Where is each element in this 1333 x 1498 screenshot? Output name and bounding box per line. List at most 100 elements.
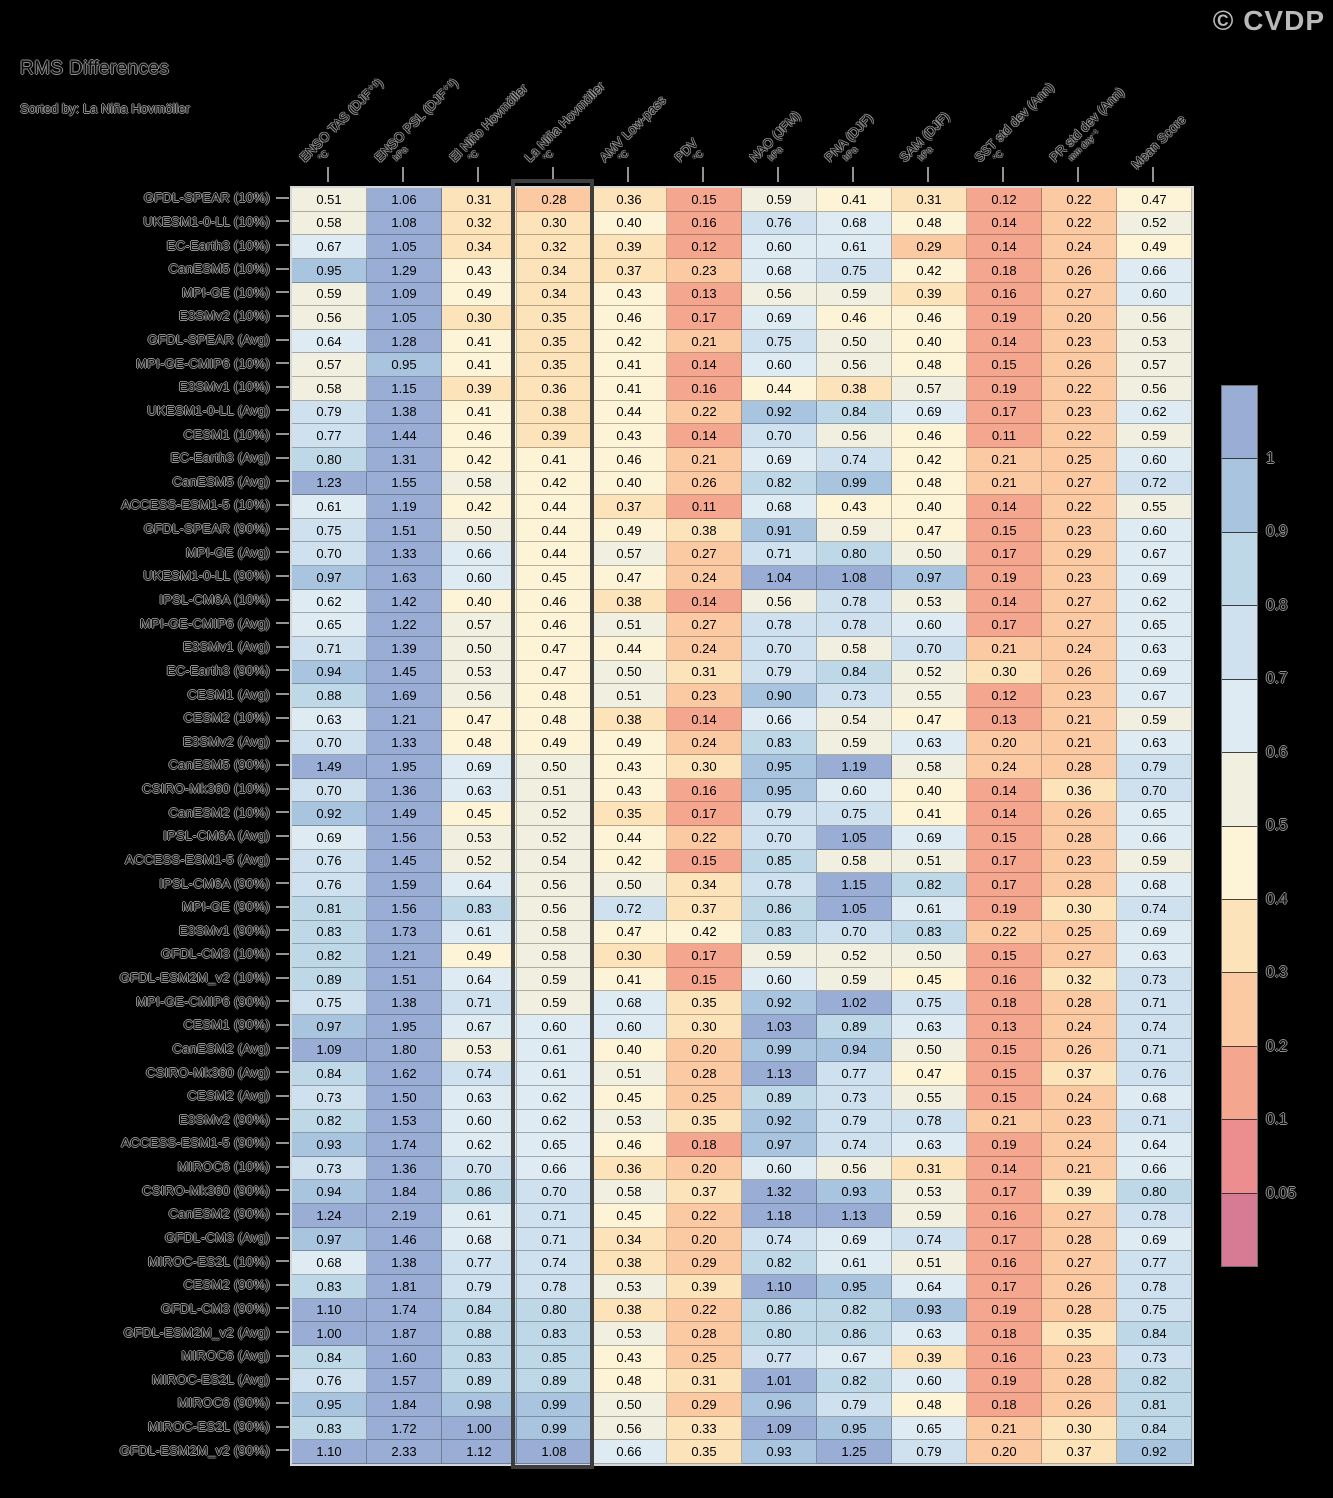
row-axis-tick: [276, 527, 289, 530]
heatmap-cell: 0.13: [967, 1015, 1042, 1039]
heatmap-cell: 0.66: [1117, 258, 1192, 283]
heatmap-cell: 0.27: [1042, 1251, 1117, 1275]
heatmap-cell: 0.68: [592, 991, 667, 1016]
heatmap-cell: 1.69: [367, 684, 442, 708]
heatmap-cell: 0.51: [517, 778, 592, 803]
heatmap-cell: 1.84: [367, 1180, 442, 1205]
heatmap-cell: 0.43: [592, 424, 667, 448]
heatmap-cell: 0.44: [517, 495, 592, 519]
heatmap-cell: 1.05: [817, 825, 892, 850]
heatmap-cell: 0.45: [892, 967, 967, 992]
heatmap-cell: 0.22: [1042, 495, 1117, 519]
heatmap-cell: 0.30: [1042, 1416, 1117, 1441]
heatmap-cell: 1.36: [367, 1156, 442, 1181]
heatmap-cell: 0.56: [517, 896, 592, 921]
row-axis-tick: [276, 669, 289, 672]
column-axis-tick: [326, 167, 329, 182]
heatmap-cell: 0.69: [817, 1227, 892, 1252]
heatmap-cell: 0.39: [442, 377, 517, 401]
heatmap-cell: 1.23: [292, 471, 367, 496]
heatmap-cell: 0.38: [592, 1251, 667, 1275]
heatmap-cell: 0.30: [442, 306, 517, 330]
heatmap-cell: 0.48: [892, 353, 967, 378]
heatmap-cell: 0.40: [592, 211, 667, 236]
heatmap-cell: 0.38: [817, 377, 892, 401]
heatmap-cell: 0.86: [817, 1322, 892, 1346]
heatmap-cell: 0.66: [517, 1156, 592, 1181]
heatmap-cell: 0.37: [1042, 1440, 1117, 1464]
heatmap-cell: 0.12: [967, 188, 1042, 212]
heatmap-cell: 0.24: [1042, 1133, 1117, 1157]
heatmap-cell: 0.42: [517, 471, 592, 496]
heatmap-cell: 0.84: [442, 1298, 517, 1323]
heatmap-cell: 0.15: [967, 1062, 1042, 1086]
heatmap-cell: 0.89: [292, 967, 367, 992]
heatmap-cell: 0.56: [592, 1416, 667, 1441]
heatmap-cell: 0.61: [442, 1204, 517, 1228]
heatmap-cell: 0.67: [442, 1015, 517, 1039]
heatmap-cell: 0.69: [892, 400, 967, 425]
heatmap-cell: 0.68: [817, 211, 892, 236]
column-axis-tick: [551, 167, 554, 182]
heatmap-cell: 0.21: [967, 447, 1042, 472]
heatmap-cell: 0.70: [892, 636, 967, 661]
heatmap-cell: 0.55: [1117, 495, 1192, 519]
column-axis-tick: [1151, 167, 1154, 182]
heatmap-cell: 0.38: [517, 400, 592, 425]
heatmap-cell: 0.46: [892, 424, 967, 448]
heatmap-cell: 0.69: [1117, 660, 1192, 685]
heatmap-cell: 0.46: [817, 306, 892, 330]
heatmap-cell: 0.50: [442, 636, 517, 661]
heatmap-cell: 0.50: [892, 542, 967, 567]
colorbar-segment: [1222, 459, 1257, 533]
heatmap-cell: 0.56: [742, 282, 817, 307]
heatmap-cell: 0.17: [667, 802, 742, 826]
row-label: E3SMv1 (Avg): [182, 639, 270, 655]
row-axis-tick: [276, 1449, 289, 1452]
heatmap-cell: 0.44: [517, 542, 592, 567]
heatmap-cell: 0.71: [1117, 1109, 1192, 1134]
heatmap-cell: 0.67: [292, 235, 367, 259]
heatmap-cell: 0.85: [517, 1345, 592, 1370]
heatmap-cell: 0.25: [667, 1085, 742, 1110]
heatmap-cell: 0.30: [667, 755, 742, 779]
row-label: MIROC-ES2L (Avg): [151, 1371, 270, 1387]
heatmap-cell: 1.02: [817, 991, 892, 1016]
heatmap-cell: 0.44: [592, 400, 667, 425]
heatmap-cell: 0.17: [967, 849, 1042, 874]
cvdp-logo: © CVDP: [1212, 5, 1325, 36]
heatmap-cell: 0.53: [442, 825, 517, 850]
heatmap-cell: 0.70: [742, 825, 817, 850]
heatmap-cell: 0.60: [817, 778, 892, 803]
row-axis-tick: [276, 433, 289, 436]
heatmap-cell: 0.22: [1042, 188, 1117, 212]
heatmap-cell: 0.21: [1042, 731, 1117, 756]
colorbar-segment: [1222, 1120, 1257, 1194]
row-axis-tick: [276, 196, 289, 199]
row-axis-tick: [276, 905, 289, 908]
row-axis-tick: [276, 338, 289, 341]
heatmap-cell: 0.83: [742, 731, 817, 756]
heatmap-cell: 0.60: [1117, 518, 1192, 543]
heatmap-cell: 0.30: [1042, 896, 1117, 921]
heatmap-cell: 0.39: [892, 282, 967, 307]
heatmap-cell: 0.73: [1117, 967, 1192, 992]
row-label: EC-Earth3 (Avg): [170, 450, 270, 466]
heatmap-cell: 2.33: [367, 1440, 442, 1464]
sorted-by-subtitle: Sorted by: La Niña Hovmöller: [20, 101, 190, 116]
heatmap-cell: 0.41: [442, 353, 517, 378]
heatmap-cell: 0.41: [442, 329, 517, 354]
heatmap-cell: 0.31: [667, 660, 742, 685]
heatmap-cell: 1.15: [367, 377, 442, 401]
heatmap-cell: 0.92: [1117, 1440, 1192, 1464]
heatmap-cell: 0.51: [892, 1251, 967, 1275]
heatmap-cell: 0.56: [1117, 377, 1192, 401]
heatmap-cell: 0.70: [442, 1156, 517, 1181]
heatmap-cell: 0.89: [517, 1369, 592, 1394]
heatmap-cell: 0.21: [667, 447, 742, 472]
heatmap-cell: 0.28: [1042, 1369, 1117, 1394]
heatmap-cell: 0.24: [1042, 1015, 1117, 1039]
heatmap-cell: 0.89: [442, 1369, 517, 1394]
heatmap-cell: 0.64: [892, 1274, 967, 1299]
